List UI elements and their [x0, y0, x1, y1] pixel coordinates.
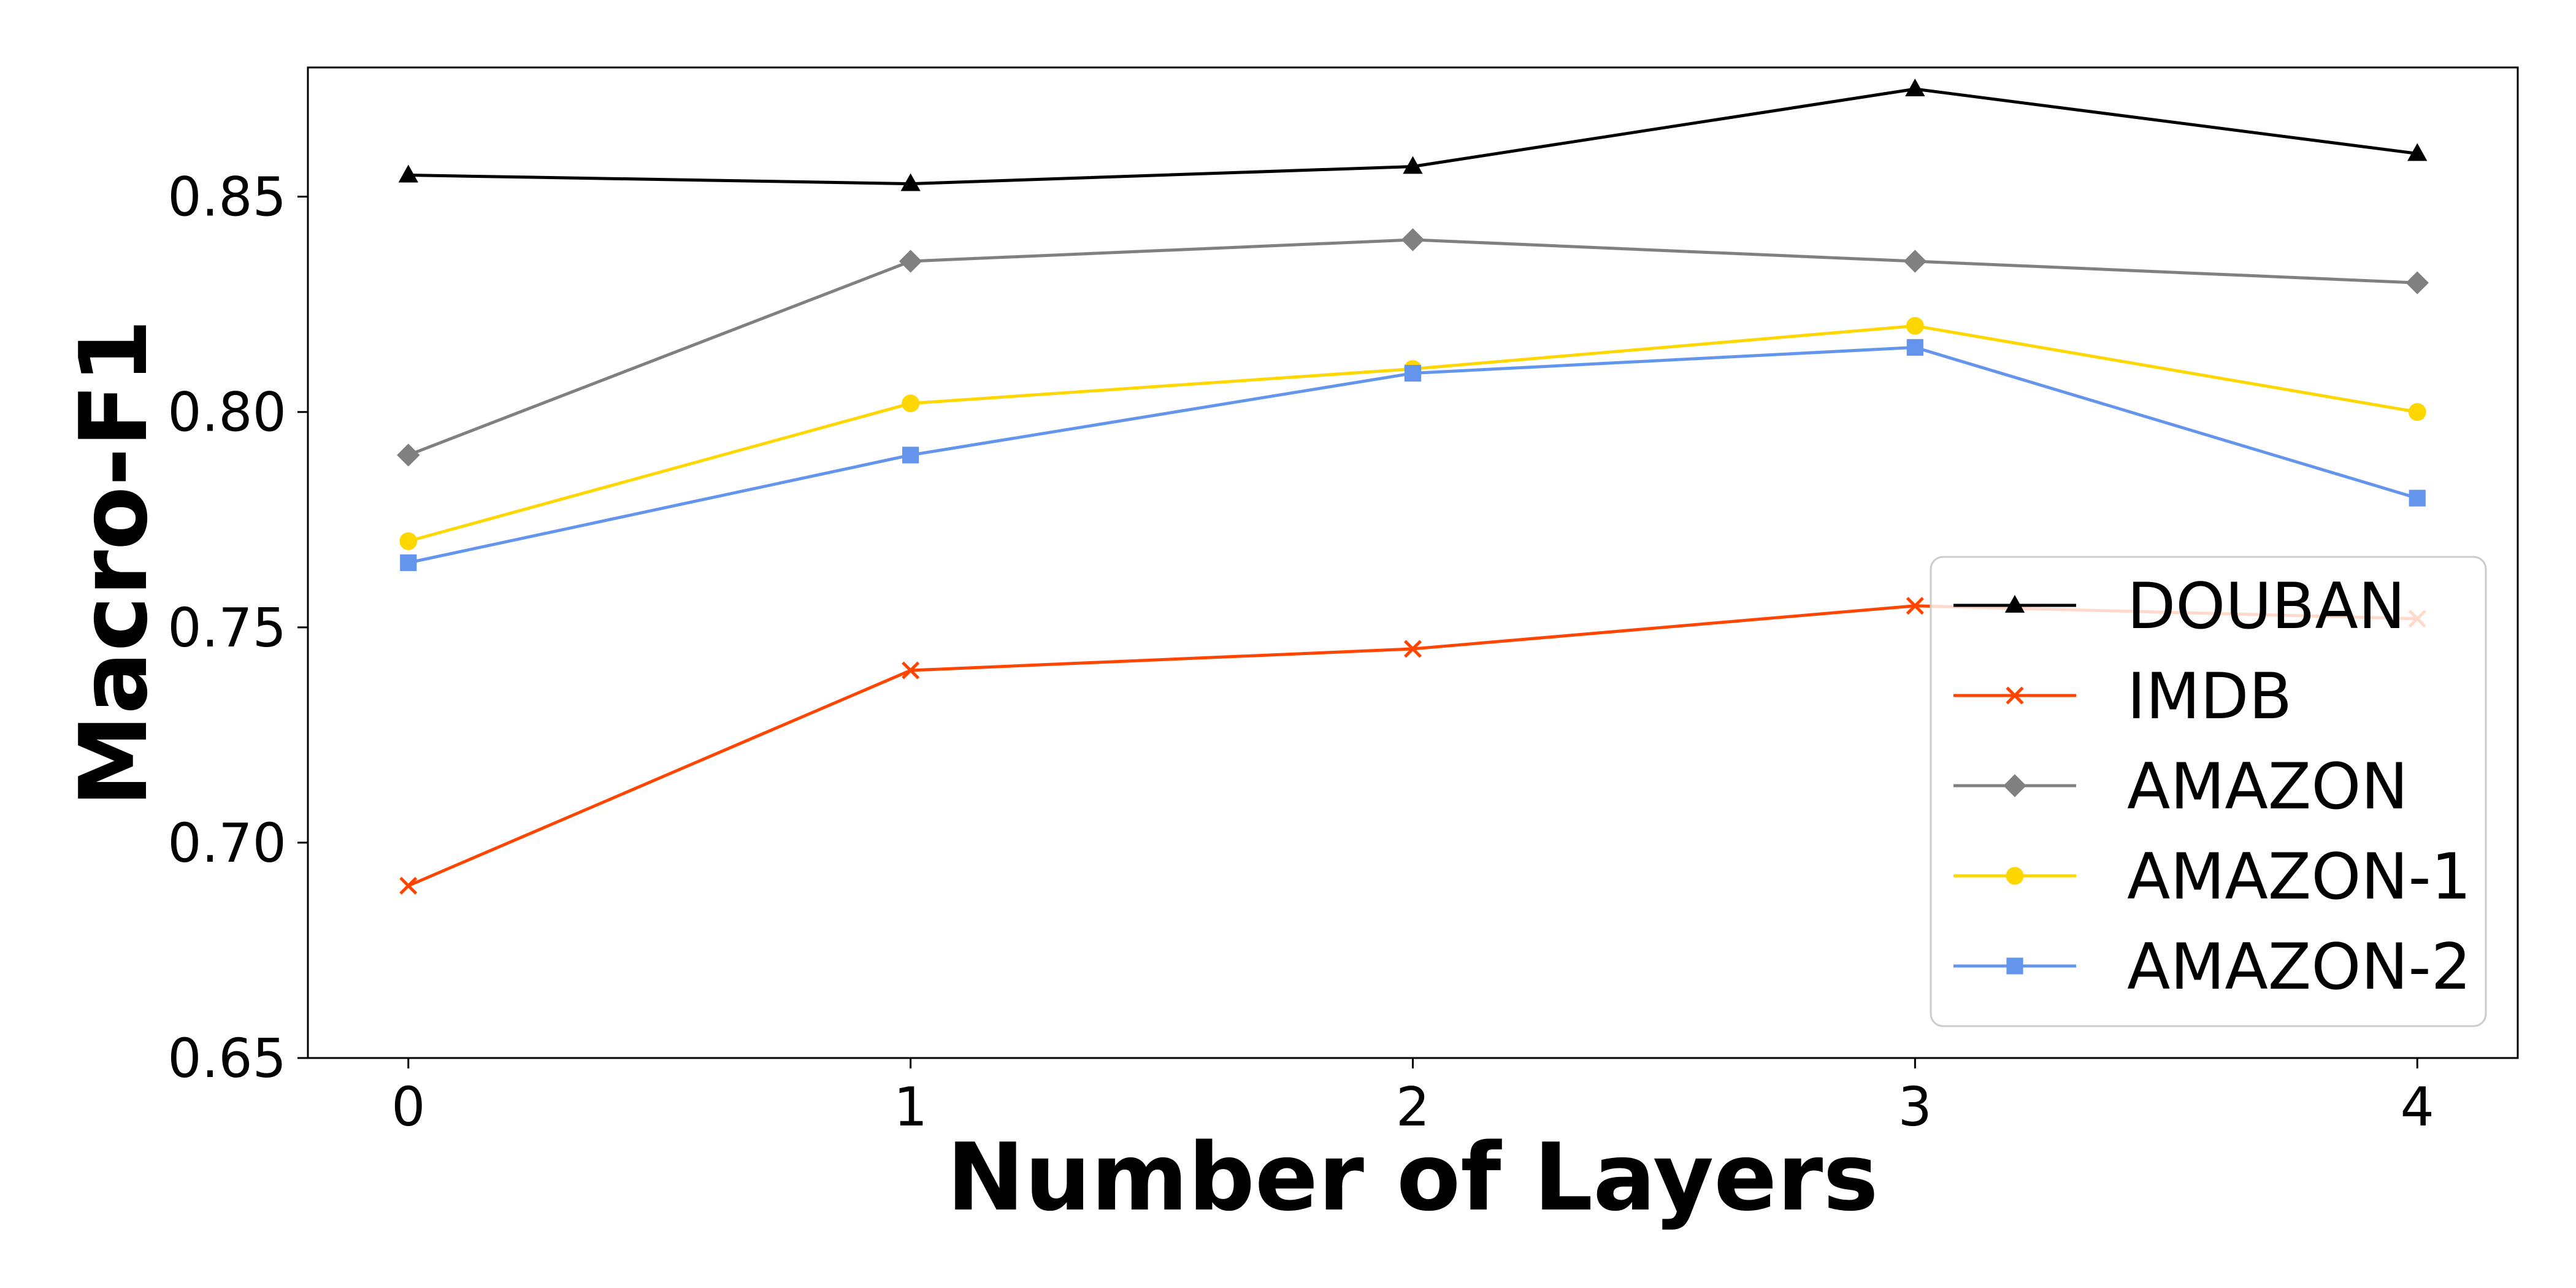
x-axis-title: Number of Layers	[946, 1123, 1878, 1232]
data-point-imdb	[1403, 640, 1422, 658]
data-point-amazon	[2405, 271, 2429, 294]
legend-box	[1930, 556, 2487, 1027]
data-point-amazon-2	[902, 447, 919, 464]
data-point-imdb	[902, 661, 920, 680]
legend-marker-imdb	[2006, 686, 2024, 705]
data-point-amazon	[1903, 250, 1927, 273]
y-tick-label: 0.80	[167, 381, 286, 444]
series-amazon	[397, 228, 2429, 467]
y-tick-label: 0.75	[167, 597, 286, 659]
data-point-amazon-1	[399, 532, 418, 550]
legend-marker-douban	[2004, 595, 2025, 613]
data-point-amazon-2	[2409, 489, 2426, 507]
legend-label-imdb: IMDB	[2127, 660, 2292, 734]
legend-entry-amazon-1: AMAZON-1	[1953, 840, 2471, 914]
data-point-amazon-1	[1906, 316, 1924, 335]
data-point-imdb	[399, 876, 418, 895]
legend-label-amazon-1: AMAZON-1	[2127, 840, 2471, 914]
data-point-amazon-2	[400, 554, 417, 572]
series-line-amazon-1	[408, 324, 2418, 543]
y-tick-label: 0.85	[167, 166, 286, 229]
series-amazon-2	[400, 339, 2426, 572]
data-point-douban	[1905, 79, 1925, 97]
legend-label-amazon: AMAZON	[2127, 750, 2408, 824]
data-point-amazon	[397, 443, 420, 467]
legend-label-douban: DOUBAN	[2127, 570, 2405, 643]
y-axis-title: Macro-F1	[59, 319, 168, 807]
legend-entry-douban: DOUBAN	[1953, 570, 2405, 643]
series-line-amazon	[407, 238, 2418, 457]
data-point-douban	[398, 164, 418, 183]
legend-marker-amazon-1	[2006, 867, 2024, 885]
data-point-amazon-2	[1906, 339, 1923, 356]
series-layer	[397, 79, 2429, 895]
x-tick-label: 0	[391, 1076, 425, 1138]
x-tick-label: 4	[2401, 1076, 2434, 1138]
data-point-imdb	[1906, 597, 1924, 615]
legend: DOUBAN IMDB AMAZON AMAZON-1 AMAZON-2	[1930, 556, 2487, 1027]
y-tick-label: 0.70	[167, 812, 286, 875]
legend-entry-amazon: AMAZON	[1953, 750, 2408, 824]
data-point-douban	[900, 173, 921, 191]
x-tick-label: 3	[1898, 1076, 1932, 1138]
legend-label-amazon-2: AMAZON-2	[2127, 930, 2471, 1004]
x-tick-label: 1	[894, 1076, 927, 1138]
legend-entry-amazon-2: AMAZON-2	[1953, 930, 2471, 1004]
legend-marker-amazon-2	[2006, 957, 2023, 975]
legend-entry-imdb: IMDB	[1953, 660, 2292, 734]
data-point-amazon-1	[902, 394, 920, 413]
data-point-douban	[2407, 143, 2428, 161]
x-axis: 0 1 2 3 4	[391, 1058, 2434, 1138]
y-axis: 0.65 0.70 0.75 0.80 0.85	[167, 166, 308, 1090]
data-point-amazon	[1401, 228, 1425, 251]
data-point-douban	[1403, 156, 1423, 174]
data-point-amazon-2	[1404, 364, 1422, 382]
series-amazon-1	[399, 316, 2426, 550]
data-point-amazon	[899, 250, 922, 273]
legend-marker-amazon	[2003, 774, 2026, 797]
x-tick-label: 2	[1396, 1076, 1430, 1138]
series-douban	[398, 79, 2428, 191]
y-tick-label: 0.65	[167, 1027, 286, 1090]
data-point-amazon-1	[2408, 403, 2426, 421]
